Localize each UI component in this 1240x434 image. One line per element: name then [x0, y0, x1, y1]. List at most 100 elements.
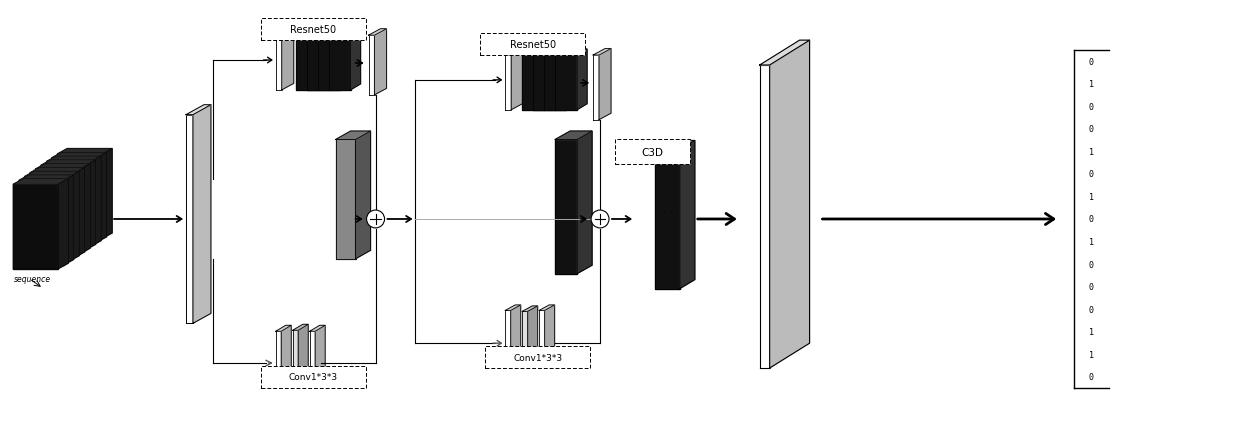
Polygon shape	[41, 166, 86, 250]
Polygon shape	[186, 105, 211, 115]
Text: 0: 0	[1089, 58, 1094, 67]
Polygon shape	[317, 30, 327, 91]
Polygon shape	[102, 149, 112, 239]
FancyBboxPatch shape	[260, 19, 366, 41]
Polygon shape	[329, 30, 339, 91]
Polygon shape	[511, 49, 523, 110]
FancyBboxPatch shape	[485, 346, 590, 368]
Polygon shape	[556, 140, 577, 274]
Polygon shape	[680, 141, 694, 289]
Text: sequence: sequence	[15, 274, 52, 283]
Polygon shape	[770, 41, 810, 368]
Polygon shape	[577, 50, 587, 110]
Polygon shape	[336, 132, 371, 140]
Polygon shape	[63, 176, 73, 265]
Text: 1: 1	[1089, 148, 1094, 157]
Polygon shape	[69, 172, 79, 262]
Polygon shape	[356, 132, 371, 259]
Text: Resnet50: Resnet50	[290, 25, 336, 35]
Polygon shape	[522, 50, 554, 56]
Polygon shape	[368, 36, 374, 95]
Polygon shape	[306, 36, 329, 91]
Polygon shape	[336, 140, 356, 259]
Polygon shape	[281, 30, 294, 91]
Polygon shape	[35, 170, 81, 254]
Polygon shape	[46, 157, 102, 162]
Text: Conv1*3*3: Conv1*3*3	[513, 353, 562, 362]
Polygon shape	[599, 49, 611, 120]
Polygon shape	[86, 161, 95, 250]
Polygon shape	[544, 50, 577, 56]
Polygon shape	[52, 153, 107, 158]
Text: 0: 0	[1089, 305, 1094, 314]
Polygon shape	[295, 30, 327, 36]
Polygon shape	[505, 305, 521, 311]
Polygon shape	[281, 326, 291, 381]
Polygon shape	[74, 168, 84, 258]
Text: 0: 0	[1089, 283, 1094, 291]
Text: Conv1*3*3: Conv1*3*3	[289, 373, 337, 381]
Text: 1: 1	[1089, 350, 1094, 359]
Text: C3D: C3D	[641, 148, 663, 158]
Polygon shape	[567, 50, 577, 110]
Polygon shape	[52, 158, 97, 243]
Text: 0: 0	[1089, 170, 1094, 179]
Polygon shape	[577, 132, 591, 274]
Polygon shape	[295, 36, 317, 91]
Polygon shape	[57, 149, 112, 155]
Polygon shape	[351, 30, 361, 91]
Polygon shape	[539, 311, 544, 358]
Text: 1: 1	[1089, 193, 1094, 201]
Polygon shape	[544, 305, 554, 358]
Polygon shape	[275, 332, 281, 381]
Text: 0: 0	[1089, 125, 1094, 134]
Polygon shape	[505, 311, 511, 358]
Polygon shape	[522, 306, 538, 312]
Text: 0: 0	[1089, 372, 1094, 381]
Polygon shape	[275, 326, 291, 332]
Polygon shape	[315, 326, 325, 381]
Polygon shape	[92, 157, 102, 247]
Polygon shape	[760, 66, 770, 368]
Polygon shape	[544, 50, 554, 110]
Text: 1: 1	[1089, 80, 1094, 89]
Polygon shape	[544, 56, 567, 110]
Polygon shape	[293, 325, 309, 331]
FancyBboxPatch shape	[615, 140, 689, 165]
Polygon shape	[556, 50, 587, 56]
Polygon shape	[556, 132, 591, 140]
Text: 0: 0	[1089, 215, 1094, 224]
Polygon shape	[556, 56, 577, 110]
Polygon shape	[329, 36, 351, 91]
Polygon shape	[25, 177, 69, 262]
Polygon shape	[528, 306, 538, 363]
Polygon shape	[374, 30, 387, 95]
Polygon shape	[310, 332, 315, 381]
Polygon shape	[19, 181, 63, 265]
Text: Resnet50: Resnet50	[510, 40, 556, 50]
Polygon shape	[35, 164, 91, 170]
FancyBboxPatch shape	[260, 366, 366, 388]
Text: · · ·: · · ·	[656, 207, 673, 217]
Polygon shape	[317, 30, 350, 36]
FancyBboxPatch shape	[480, 34, 585, 56]
Polygon shape	[760, 41, 810, 66]
Polygon shape	[81, 164, 91, 254]
Polygon shape	[539, 305, 554, 311]
Polygon shape	[368, 30, 387, 36]
Polygon shape	[505, 56, 511, 110]
Circle shape	[367, 210, 384, 228]
Polygon shape	[14, 179, 68, 185]
Polygon shape	[655, 150, 680, 289]
Polygon shape	[275, 36, 281, 91]
Polygon shape	[310, 326, 325, 332]
Polygon shape	[14, 185, 58, 269]
Polygon shape	[522, 56, 544, 110]
Polygon shape	[340, 30, 350, 91]
Polygon shape	[293, 331, 299, 385]
Polygon shape	[299, 325, 309, 385]
Text: 0: 0	[1089, 102, 1094, 112]
Polygon shape	[533, 56, 556, 110]
Polygon shape	[505, 49, 523, 56]
Polygon shape	[58, 179, 68, 269]
